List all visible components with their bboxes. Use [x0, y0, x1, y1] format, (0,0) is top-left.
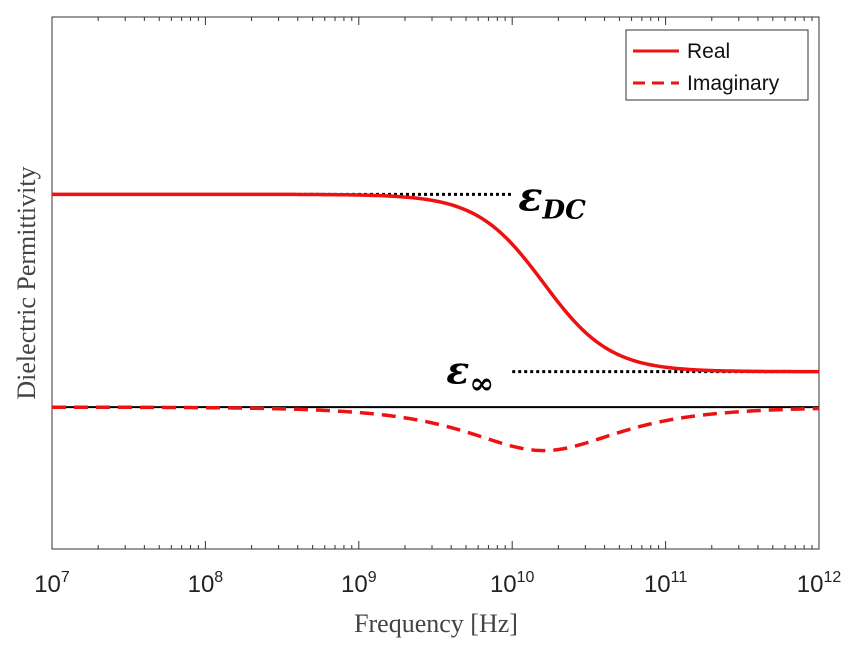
tick-exponent: 11 — [671, 569, 688, 586]
tick-exponent: 7 — [61, 569, 70, 586]
tick-base: 10 — [490, 571, 517, 598]
x-tick-label: 109 — [341, 569, 377, 598]
tick-base: 10 — [188, 571, 215, 598]
series-imaginary-line — [52, 405, 820, 453]
x-tick-label: 1012 — [797, 569, 842, 598]
x-tick-label: 108 — [188, 569, 224, 598]
tick-base: 10 — [34, 571, 61, 598]
tick-exponent: 8 — [214, 569, 223, 586]
x-tick-label: 1010 — [490, 569, 535, 598]
x-axis-title: Frequency [Hz] — [354, 609, 518, 638]
epsilon-dc-label: εDC — [518, 173, 586, 225]
x-tick-label: 1011 — [644, 569, 687, 598]
legend: Real Imaginary — [625, 29, 809, 101]
x-ticks: 107 108 109 1010 1011 1012 — [34, 17, 841, 598]
data-curves — [52, 192, 820, 453]
reference-lines — [52, 192, 819, 409]
legend-label-imaginary: Imaginary — [687, 72, 780, 95]
tick-base: 10 — [644, 571, 671, 598]
plot-frame — [51, 16, 820, 550]
epsilon-symbol: ε — [518, 173, 542, 220]
tick-exponent: 10 — [517, 569, 535, 586]
tick-base: 10 — [341, 571, 368, 598]
epsilon-inf-label: ε∞ — [446, 348, 494, 402]
tick-exponent: 9 — [368, 569, 377, 586]
series-real-line — [52, 192, 819, 374]
epsilon-subscript: ∞ — [469, 367, 494, 402]
legend-label-real: Real — [687, 40, 730, 63]
legend-box — [625, 29, 809, 101]
y-axis-title: Dielectric Permittivity — [12, 166, 41, 399]
x-tick-label: 107 — [34, 569, 70, 598]
tick-base: 10 — [797, 571, 824, 598]
epsilon-subscript: DC — [542, 195, 587, 225]
tick-exponent: 12 — [823, 569, 841, 586]
epsilon-symbol: ε — [446, 348, 469, 393]
